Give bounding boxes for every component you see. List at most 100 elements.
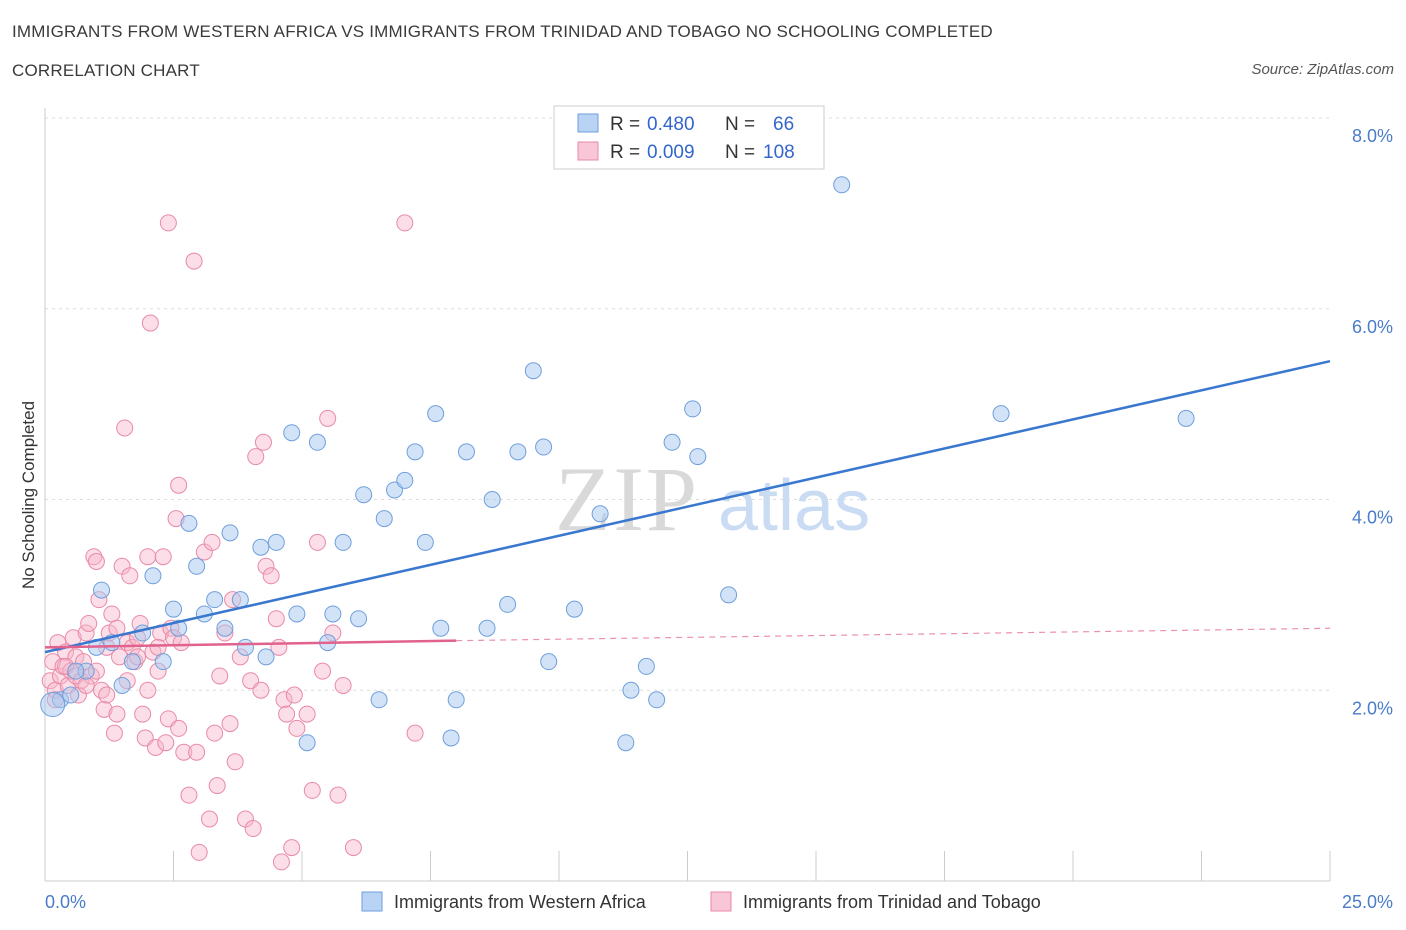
trinidad-point-20 xyxy=(93,681,111,699)
watermark-atlas: atlas xyxy=(718,466,870,546)
trinidad-point-46 xyxy=(159,214,177,232)
western-africa-point-60 xyxy=(833,176,851,194)
western-africa-point-13 xyxy=(188,557,206,575)
y-tick-label-0: 2.0% xyxy=(1352,698,1393,718)
western-africa-point-51 xyxy=(591,505,609,523)
western-africa-point-25 xyxy=(298,734,316,752)
trinidad-point-98 xyxy=(77,676,95,694)
legend-blue-n-label: N = xyxy=(725,114,755,135)
x-tick-label-1: 25.0% xyxy=(1342,892,1393,912)
western-africa-point-33 xyxy=(375,510,393,528)
western-africa-point-16 xyxy=(216,619,234,637)
axes xyxy=(44,108,1331,882)
trinidad-point-29 xyxy=(116,419,134,437)
western-africa-point-35 xyxy=(396,471,414,489)
trinidad-point-66 xyxy=(226,753,244,771)
trinidad-point-56 xyxy=(190,843,208,861)
chart-title: IMMIGRANTS FROM WESTERN AFRICA VS IMMIGR… xyxy=(12,22,993,41)
legend-pink-n-label: N = xyxy=(725,142,755,163)
trinidad-point-82 xyxy=(285,686,303,704)
bottom-legend-blue-label: Immigrants from Western Africa xyxy=(394,892,647,912)
series-trinidad-points xyxy=(41,214,424,871)
trinidad-point-25 xyxy=(105,724,123,742)
y-tick-label-3: 8.0% xyxy=(1352,126,1393,146)
western-africa-point-37 xyxy=(416,533,434,551)
legend-pink-swatch xyxy=(577,141,599,161)
western-africa-point-28 xyxy=(324,605,342,623)
western-africa-point-20 xyxy=(252,538,270,556)
western-africa-trend-line xyxy=(44,359,1331,654)
western-africa-point-58 xyxy=(689,448,707,466)
western-africa-point-54 xyxy=(637,657,655,675)
source-label: Source: ZipAtlas.com xyxy=(1251,61,1394,78)
western-africa-point-45 xyxy=(499,595,517,613)
legend-pink-r-value: 0.009 xyxy=(647,142,695,163)
trinidad-point-39 xyxy=(141,314,159,332)
y-axis-label: No Schooling Completed xyxy=(19,401,38,589)
western-africa-point-49 xyxy=(540,653,558,671)
y-tick-labels: 2.0% 4.0% 6.0% 8.0% xyxy=(1352,126,1393,718)
western-africa-point-44 xyxy=(483,491,501,508)
western-africa-point-10 xyxy=(165,600,182,618)
trinidad-point-61 xyxy=(208,777,226,795)
trinidad-point-105 xyxy=(149,638,167,656)
western-africa-point-7 xyxy=(134,624,152,642)
trinidad-point-85 xyxy=(303,781,321,799)
western-africa-point-30 xyxy=(350,610,368,628)
legend-blue-r-label: R = xyxy=(610,114,640,135)
trinidad-point-58 xyxy=(200,810,218,828)
western-africa-point-11 xyxy=(170,619,188,637)
trinidad-point-78 xyxy=(272,853,290,871)
trinidad-point-62 xyxy=(211,667,229,685)
western-africa-point-57 xyxy=(684,400,702,418)
trinidad-point-26 xyxy=(108,705,126,723)
legend-pink-n-value: 108 xyxy=(763,142,795,163)
legend-blue-swatch xyxy=(577,113,599,133)
western-africa-point-61 xyxy=(992,405,1010,423)
trinidad-point-93 xyxy=(396,214,414,232)
trinidad-point-45 xyxy=(157,734,175,752)
western-africa-point-52 xyxy=(617,734,635,752)
western-africa-point-6 xyxy=(123,653,141,671)
trinidad-point-71 xyxy=(247,448,265,466)
bottom-legend-pink-swatch xyxy=(710,891,732,912)
trinidad-point-83 xyxy=(288,719,306,737)
watermark-zip: ZIP xyxy=(555,448,699,550)
trinidad-point-87 xyxy=(314,662,332,680)
western-africa-point-29 xyxy=(334,533,352,551)
trinidad-point-91 xyxy=(334,676,352,694)
trinidad-point-104 xyxy=(139,681,157,699)
chart-subtitle: CORRELATION CHART xyxy=(12,61,200,80)
western-africa-point-48 xyxy=(535,438,553,456)
trinidad-point-41 xyxy=(147,738,165,756)
trend-lines xyxy=(44,359,1331,654)
legend-blue-n-value: 66 xyxy=(773,114,794,135)
trinidad-point-50 xyxy=(170,476,188,494)
western-africa-point-21 xyxy=(257,648,275,666)
watermark: ZIP atlas xyxy=(555,448,870,550)
western-africa-point-26 xyxy=(308,433,326,451)
trinidad-point-24 xyxy=(103,605,121,623)
western-africa-point-9 xyxy=(154,653,172,671)
legend-blue-r-value: 0.480 xyxy=(647,114,695,135)
western-africa-point-40 xyxy=(442,729,460,747)
western-africa-point-55 xyxy=(648,691,666,709)
western-africa-point-41 xyxy=(447,691,465,709)
western-africa-point-3 xyxy=(93,581,111,599)
western-africa-point-24 xyxy=(288,605,306,623)
trinidad-point-52 xyxy=(175,743,193,761)
western-africa-point-18 xyxy=(231,591,249,609)
trinidad-point-80 xyxy=(278,705,296,723)
western-africa-point-56 xyxy=(663,433,681,451)
trinidad-point-81 xyxy=(283,839,301,857)
trinidad-point-31 xyxy=(121,567,139,585)
western-africa-point-46 xyxy=(509,443,527,461)
bottom-legend: Immigrants from Western Africa Immigrant… xyxy=(361,891,1041,912)
trinidad-point-84 xyxy=(298,705,316,723)
western-africa-point-36 xyxy=(406,443,424,461)
trinidad-point-107 xyxy=(170,719,188,737)
trinidad-point-55 xyxy=(188,743,206,761)
western-africa-point-1 xyxy=(62,686,80,704)
western-africa-point-5 xyxy=(113,676,131,694)
western-africa-point-53 xyxy=(622,681,640,699)
